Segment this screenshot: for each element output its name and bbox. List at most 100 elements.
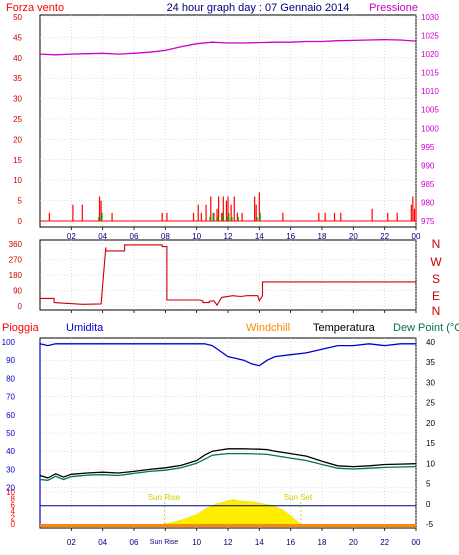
wind-direction-panel bbox=[39, 239, 417, 311]
sunrise-label: Sun Rise bbox=[148, 493, 181, 502]
pressure-tick-label: 1025 bbox=[421, 32, 439, 41]
left-tick-label: 30 bbox=[6, 465, 15, 474]
pressure-tick-label: 1005 bbox=[421, 106, 439, 115]
pressure-tick-label: 1030 bbox=[421, 13, 439, 22]
wind-tick-label: 5 bbox=[18, 197, 23, 206]
sunset-label: Sun Set bbox=[284, 493, 313, 502]
left-tick-label: 100 bbox=[2, 338, 16, 347]
direction-tick-label: 90 bbox=[13, 287, 22, 296]
wind-tick-label: 35 bbox=[13, 74, 22, 83]
left-tick-label: 2 bbox=[11, 514, 16, 523]
legend-dewpoint: Dew Point (°C bbox=[393, 322, 459, 334]
time-label: 16 bbox=[286, 232, 295, 241]
time-label: 14 bbox=[255, 232, 264, 241]
time-label: 04 bbox=[98, 538, 107, 547]
time-label: 12 bbox=[224, 538, 233, 547]
time-label: 06 bbox=[130, 232, 139, 241]
temperature-tick-label: 5 bbox=[426, 480, 431, 489]
temperature-tick-label: 10 bbox=[426, 459, 435, 468]
left-tick-label: 0 bbox=[11, 520, 16, 529]
wind-tick-label: 20 bbox=[13, 135, 22, 144]
pressure-line bbox=[39, 38, 417, 56]
direction-tick-label: 0 bbox=[18, 302, 23, 311]
wind-tick-label: 15 bbox=[13, 156, 22, 165]
pressure-tick-label: 985 bbox=[421, 180, 435, 189]
direction-letter-south: S bbox=[432, 272, 440, 286]
direction-tick-label: 360 bbox=[9, 240, 23, 249]
left-tick-label: 6 bbox=[11, 501, 16, 510]
direction-letter-east: E bbox=[432, 289, 440, 303]
pressure-tick-label: 1015 bbox=[421, 69, 439, 78]
direction-letter-north-2: N bbox=[432, 304, 441, 318]
time-label: 00 bbox=[412, 538, 421, 547]
direction-letter-west: W bbox=[430, 255, 442, 269]
time-label: 04 bbox=[98, 232, 107, 241]
wind-tick-label: 0 bbox=[18, 217, 23, 226]
temperature-tick-label: 0 bbox=[426, 500, 431, 509]
time-label: 02 bbox=[67, 232, 76, 241]
left-tick-label: 10 bbox=[6, 488, 15, 497]
pressure-label: Pressione bbox=[369, 2, 418, 14]
sunrise-axis-label: Sun Rise bbox=[150, 539, 179, 546]
wind-direction-line bbox=[40, 244, 416, 307]
direction-letter-north: N bbox=[432, 237, 441, 251]
left-tick-label: 90 bbox=[6, 356, 15, 365]
direction-tick-label: 180 bbox=[9, 271, 23, 280]
left-tick-label: 8 bbox=[11, 494, 16, 503]
rain-baseline bbox=[40, 524, 416, 527]
time-label: 14 bbox=[255, 538, 264, 547]
temperature-tick-label: 35 bbox=[426, 358, 435, 367]
left-tick-label: 20 bbox=[6, 484, 15, 493]
time-label: 20 bbox=[349, 232, 358, 241]
pressure-tick-label: 990 bbox=[421, 161, 435, 170]
time-label: 12 bbox=[224, 232, 233, 241]
wind-tick-label: 30 bbox=[13, 95, 22, 104]
series-lines bbox=[39, 38, 417, 527]
direction-tick-label: 270 bbox=[9, 256, 23, 265]
left-tick-label: 50 bbox=[6, 429, 15, 438]
left-tick-label: 4 bbox=[11, 507, 16, 516]
wind-tick-label: 40 bbox=[13, 54, 22, 63]
time-label: 18 bbox=[318, 538, 327, 547]
left-tick-label: 60 bbox=[6, 411, 15, 420]
time-label: 18 bbox=[318, 232, 327, 241]
pressure-tick-label: 1020 bbox=[421, 50, 439, 59]
left-tick-label: 40 bbox=[6, 447, 15, 456]
time-label: 16 bbox=[286, 538, 295, 547]
time-label: 22 bbox=[380, 538, 389, 547]
time-label: 22 bbox=[380, 232, 389, 241]
temperature-tick-label: 30 bbox=[426, 378, 435, 387]
graph-title: 24 hour graph day : 07 Gennaio 2014 bbox=[167, 2, 350, 14]
rain-temp-panel bbox=[39, 337, 417, 529]
pressure-tick-label: 975 bbox=[421, 217, 435, 226]
left-tick-label: 70 bbox=[6, 393, 15, 402]
time-label: 10 bbox=[192, 538, 201, 547]
wind-strength-label: Forza vento bbox=[6, 2, 64, 14]
wind-tick-label: 45 bbox=[13, 33, 22, 42]
temperature-tick-label: -5 bbox=[426, 520, 434, 529]
humidity-line bbox=[39, 343, 416, 367]
legend-humidity: Umidita bbox=[66, 322, 104, 334]
time-label: 00 bbox=[412, 232, 421, 241]
pressure-tick-label: 1010 bbox=[421, 87, 439, 96]
time-label: 10 bbox=[192, 232, 201, 241]
wind-tick-label: 50 bbox=[13, 13, 22, 22]
left-tick-label: 80 bbox=[6, 374, 15, 383]
temperature-line bbox=[39, 448, 417, 479]
temperature-tick-label: 40 bbox=[426, 338, 435, 347]
temperature-tick-label: 20 bbox=[426, 419, 435, 428]
time-label: 02 bbox=[67, 538, 76, 547]
wind-tick-label: 10 bbox=[13, 176, 22, 185]
time-label: 08 bbox=[161, 232, 170, 241]
pressure-tick-label: 980 bbox=[421, 198, 435, 207]
pressure-tick-label: 1000 bbox=[421, 124, 439, 133]
time-label: 20 bbox=[349, 538, 358, 547]
gridlines bbox=[40, 15, 417, 528]
legend-windchill: Windchill bbox=[246, 322, 290, 334]
pressure-tick-label: 995 bbox=[421, 143, 435, 152]
dewpoint-line bbox=[39, 452, 417, 481]
temperature-tick-label: 25 bbox=[426, 399, 435, 408]
time-label: 06 bbox=[130, 538, 139, 547]
